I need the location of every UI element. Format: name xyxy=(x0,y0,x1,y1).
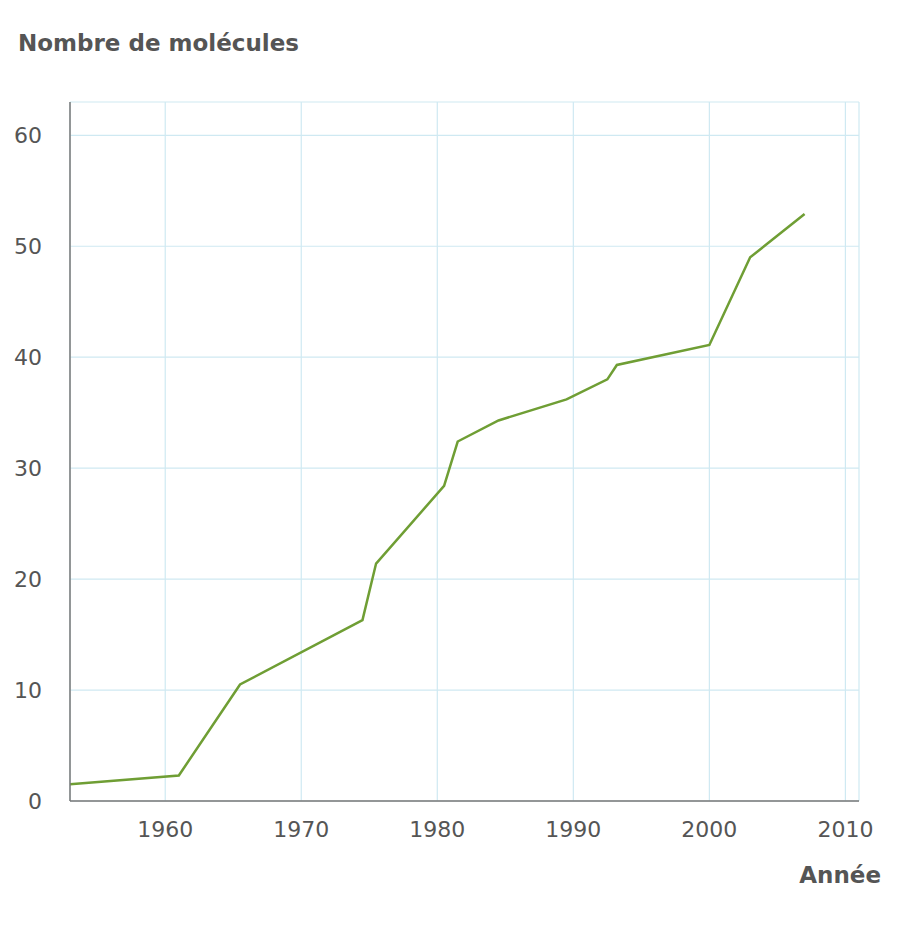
svg-text:50: 50 xyxy=(14,234,42,259)
svg-text:30: 30 xyxy=(14,456,42,481)
svg-text:2000: 2000 xyxy=(681,817,737,842)
svg-text:1970: 1970 xyxy=(273,817,329,842)
html-text:Année: Année xyxy=(799,862,881,888)
svg-text:20: 20 xyxy=(14,567,42,592)
html-text:Nombre de molécules: Nombre de molécules xyxy=(18,30,299,56)
svg-text:10: 10 xyxy=(14,678,42,703)
svg-text:1960: 1960 xyxy=(137,817,193,842)
svg-text:60: 60 xyxy=(14,123,42,148)
svg-text:0: 0 xyxy=(28,789,42,814)
svg-text:1990: 1990 xyxy=(545,817,601,842)
svg-text:1980: 1980 xyxy=(409,817,465,842)
svg-text:2010: 2010 xyxy=(817,817,873,842)
svg-text:40: 40 xyxy=(14,345,42,370)
